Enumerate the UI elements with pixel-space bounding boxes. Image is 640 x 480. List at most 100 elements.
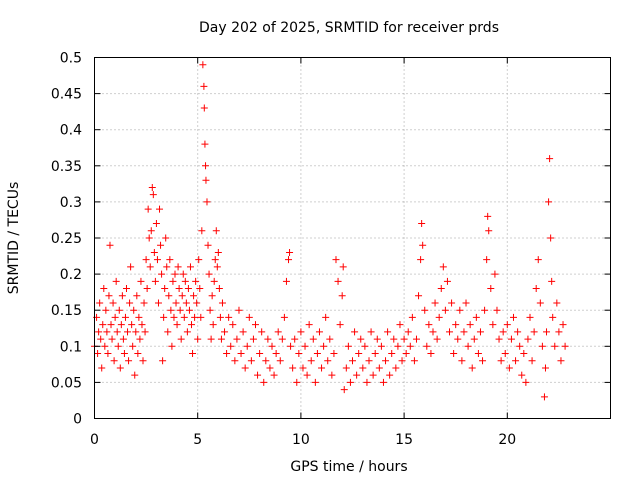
data-point [285,256,293,264]
data-point [324,357,332,365]
x-tick-label: 10 [292,432,310,448]
data-point [183,328,191,336]
data-point [431,299,439,307]
data-point [159,357,167,365]
y-tick-label: 0.3 [60,195,82,211]
data-point [322,313,330,321]
data-point [394,342,402,350]
data-point [386,371,394,379]
data-point [561,342,569,350]
data-point [369,371,377,379]
data-point [470,335,478,343]
y-axis-label: SRMTID / TECUs [6,182,22,295]
data-point [100,285,108,293]
data-point [518,371,526,379]
data-point [524,335,532,343]
data-point [149,191,157,199]
grid [94,57,611,419]
data-point [162,234,170,242]
data-point [130,306,138,314]
data-point [161,285,169,293]
data-point [382,357,390,365]
data-point [113,328,121,336]
data-point [340,386,348,394]
data-point [223,350,231,358]
data-point [231,357,239,365]
data-point [177,335,185,343]
data-point [514,328,522,336]
data-point [338,292,346,300]
data-point [119,335,127,343]
y-tick-labels: 0 0.05 0.1 0.15 0.2 0.25 0.3 0.35 0.4 0.45 0.5 [51,51,82,428]
data-point [247,357,255,365]
data-point [165,292,173,300]
data-point [121,313,129,321]
data-point [264,335,272,343]
data-point [274,328,282,336]
data-point [371,350,379,358]
data-point [132,328,140,336]
data-point [536,299,544,307]
data-point [512,357,520,365]
data-point [441,306,449,314]
plot-frame [94,57,611,419]
data-point [392,364,400,372]
data-point [501,350,509,358]
data-point [136,335,144,343]
data-point [278,335,286,343]
data-point [127,263,135,271]
data-point [112,277,120,285]
data-point [205,270,213,278]
data-point [103,328,111,336]
data-point [179,270,187,278]
data-point [299,364,307,372]
data-point [138,321,146,329]
data-point [446,328,454,336]
data-point [139,357,147,365]
data-point [452,321,460,329]
data-point [239,328,247,336]
data-point [291,335,299,343]
y-tick-label: 0.4 [60,123,82,139]
data-point [474,350,482,358]
data-point [402,350,410,358]
data-point [166,256,174,264]
data-point [266,364,274,372]
data-point [200,82,208,90]
data-point [192,277,200,285]
data-point [249,335,257,343]
data-point [243,342,251,350]
data-point [181,277,189,285]
data-point [227,342,235,350]
data-point [353,371,361,379]
data-point [487,285,495,293]
data-point [555,328,563,336]
data-point [276,357,284,365]
data-point [516,342,524,350]
data-point [118,292,126,300]
data-point [435,313,443,321]
data-point [336,321,344,329]
data-point [151,277,159,285]
data-point [169,277,177,285]
data-point [98,364,106,372]
data-point [214,248,222,256]
data-point [326,335,334,343]
data-point [170,313,178,321]
data-point [152,220,160,228]
data-point [156,205,164,213]
data-point [206,306,214,314]
x-tick-labels: 0 5 10 15 20 [90,432,516,448]
data-point [462,299,470,307]
data-point [202,176,210,184]
data-point [146,263,154,271]
data-point [548,277,556,285]
data-point [114,342,122,350]
data-point [406,342,414,350]
y-tick-label: 0.5 [60,51,82,67]
data-point [493,306,501,314]
data-point [135,313,143,321]
data-points [91,61,569,401]
y-tick-label: 0 [73,412,82,428]
data-point [309,335,317,343]
